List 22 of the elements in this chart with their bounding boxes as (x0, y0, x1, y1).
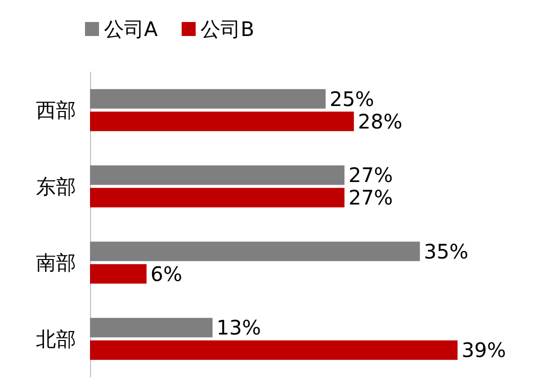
y-tick-label: 西部 (36, 98, 76, 122)
data-label: 13% (216, 316, 261, 340)
bar (90, 112, 354, 132)
legend-label: 公司A (104, 17, 158, 41)
data-label: 27% (348, 186, 393, 210)
data-label: 28% (358, 109, 402, 134)
bar (90, 242, 420, 262)
bar (90, 165, 344, 185)
data-label: 6% (150, 262, 182, 286)
bar (90, 318, 213, 338)
bar (90, 188, 344, 208)
bar (90, 89, 326, 109)
y-tick-label: 东部 (36, 174, 76, 198)
bar (90, 340, 458, 360)
legend-label: 公司B (200, 17, 254, 41)
data-label: 35% (424, 239, 468, 264)
bar (90, 264, 147, 284)
y-tick-label: 南部 (36, 250, 76, 275)
data-label: 39% (462, 338, 506, 362)
data-label: 25% (330, 86, 374, 111)
data-label: 27% (348, 163, 393, 188)
y-tick-label: 北部 (36, 326, 76, 351)
